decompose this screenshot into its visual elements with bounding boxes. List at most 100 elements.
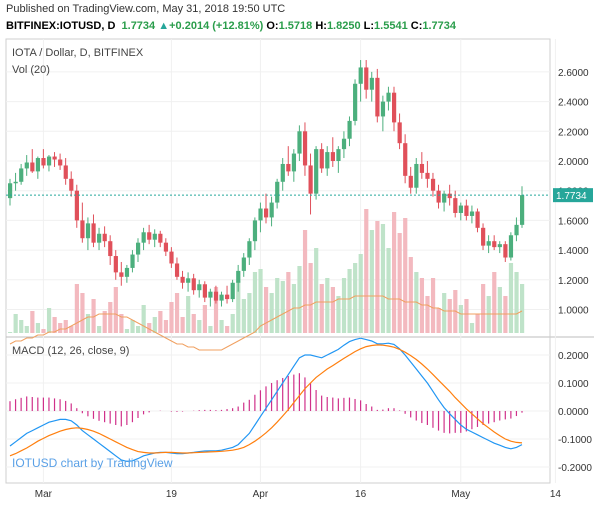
volume-bar bbox=[286, 272, 291, 333]
volume-bar bbox=[80, 293, 85, 333]
price-tick: 2.4000 bbox=[558, 98, 589, 109]
candle-body bbox=[364, 67, 369, 90]
candle-body bbox=[336, 149, 341, 161]
volume-label: Vol (20) bbox=[12, 64, 50, 76]
candle-body bbox=[169, 251, 174, 264]
candle-body bbox=[464, 205, 469, 216]
candle-body bbox=[113, 256, 118, 273]
candle-body bbox=[520, 195, 525, 225]
volume-bar bbox=[8, 332, 13, 333]
volume-bar bbox=[225, 326, 230, 333]
volume-bar bbox=[408, 257, 413, 333]
low-value: 1.5541 bbox=[374, 20, 408, 32]
candle-body bbox=[380, 101, 386, 117]
price-tick: 2.6000 bbox=[558, 68, 589, 79]
candle-body bbox=[497, 244, 502, 248]
candle-body bbox=[403, 143, 408, 176]
volume-bar bbox=[202, 305, 207, 333]
volume-bar bbox=[219, 320, 224, 333]
candle-body bbox=[258, 208, 263, 221]
candle-body bbox=[319, 149, 324, 169]
volume-bar bbox=[481, 284, 486, 333]
candle-body bbox=[19, 168, 24, 182]
volume-bar bbox=[514, 272, 519, 333]
candle-body bbox=[436, 190, 441, 203]
candle-body bbox=[458, 205, 463, 213]
volume-bar bbox=[186, 296, 191, 333]
candle-body bbox=[308, 165, 313, 194]
volume-bar bbox=[102, 311, 107, 333]
candle-body bbox=[297, 131, 302, 154]
candle-body bbox=[353, 83, 358, 121]
volume-bar bbox=[58, 323, 63, 333]
price-scale[interactable] bbox=[550, 39, 594, 483]
macd-tick: 0.0000 bbox=[558, 407, 589, 418]
volume-bar bbox=[97, 326, 102, 333]
volume-bar bbox=[180, 317, 185, 333]
chart-header: Published on TradingView.com, May 31, 20… bbox=[0, 0, 600, 38]
macd-tick: -0.2000 bbox=[558, 463, 592, 474]
close-value: 1.7734 bbox=[422, 20, 457, 32]
change-arrow-icon: ▲ bbox=[158, 20, 170, 32]
candle-body bbox=[442, 193, 447, 203]
volume-bar bbox=[119, 314, 124, 333]
published-line: Published on TradingView.com, May 31, 20… bbox=[6, 3, 286, 15]
volume-bar bbox=[497, 287, 502, 333]
candle-body bbox=[119, 272, 124, 277]
candle-body bbox=[69, 178, 74, 191]
candle-body bbox=[486, 241, 491, 246]
candle-body bbox=[430, 178, 436, 191]
axis-ticks: 2.60002.40002.20002.00001.80001.60001.40… bbox=[35, 68, 593, 500]
candle-body bbox=[330, 152, 335, 161]
price-chart[interactable]: 2.60002.40002.20002.00001.80001.60001.40… bbox=[0, 38, 600, 507]
macd-tick: 0.2000 bbox=[558, 351, 589, 362]
price-tick: 1.6000 bbox=[558, 216, 589, 227]
candle-body bbox=[414, 163, 419, 188]
volume-bar bbox=[169, 302, 174, 333]
last-price-label: 1.7734 bbox=[556, 191, 587, 202]
candle-body bbox=[136, 242, 141, 255]
candle-body bbox=[425, 172, 430, 179]
candle-body bbox=[124, 267, 130, 277]
volume-bar bbox=[341, 278, 347, 333]
candle-body bbox=[252, 220, 258, 242]
volume-bar bbox=[358, 254, 363, 333]
volume-bar bbox=[213, 287, 219, 333]
candle-body bbox=[341, 138, 347, 150]
low-label: L: bbox=[363, 20, 375, 32]
volume-bar bbox=[264, 287, 269, 333]
volume-bar bbox=[386, 248, 391, 333]
symbol: BITFINEX:IOTUSD, D bbox=[6, 20, 116, 32]
candle-body bbox=[158, 233, 163, 243]
candle-body bbox=[130, 254, 135, 268]
volume-bar bbox=[275, 278, 280, 333]
price-tick: 1.2000 bbox=[558, 276, 589, 287]
volume-bar bbox=[91, 299, 96, 333]
volume-bar bbox=[124, 329, 130, 333]
volume-bar bbox=[174, 293, 180, 333]
time-tick: 19 bbox=[166, 489, 178, 500]
candle-body bbox=[375, 77, 380, 117]
volume-bar bbox=[397, 233, 402, 333]
volume-bar bbox=[136, 326, 141, 333]
candle-body bbox=[230, 282, 235, 300]
time-tick: May bbox=[451, 489, 470, 500]
candle-body bbox=[152, 233, 157, 240]
volume-bar bbox=[208, 326, 213, 333]
volume-bar bbox=[302, 230, 308, 333]
close-label: C: bbox=[410, 20, 423, 32]
volume-bar bbox=[147, 323, 152, 333]
volume-bar bbox=[269, 293, 274, 333]
candle-body bbox=[91, 223, 96, 243]
candle-body bbox=[97, 233, 102, 243]
volume-bar bbox=[152, 317, 157, 333]
chart-title: IOTA / Dollar, D, BITFINEX bbox=[12, 47, 144, 59]
volume-bar bbox=[13, 314, 18, 333]
volume-bar bbox=[319, 284, 324, 333]
candle-body bbox=[247, 241, 252, 258]
chart-labels: IOTA / Dollar, D, BITFINEX Vol (20) MACD… bbox=[12, 47, 593, 470]
candle-body bbox=[408, 175, 413, 188]
volume-bar bbox=[430, 278, 436, 333]
volume-bar bbox=[347, 269, 352, 333]
volume-bar bbox=[46, 308, 52, 333]
